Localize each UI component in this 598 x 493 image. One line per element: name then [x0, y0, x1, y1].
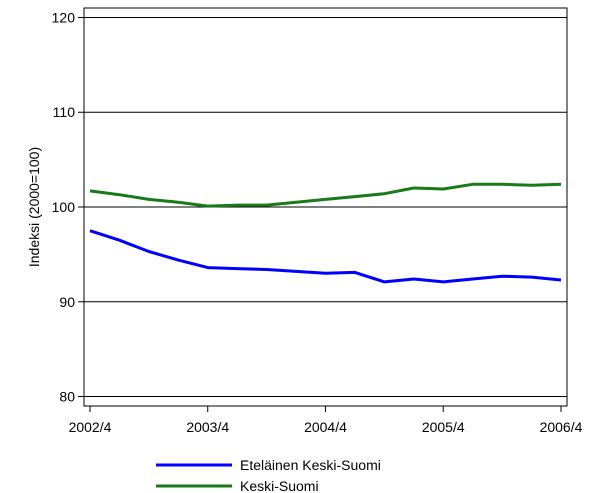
data-point [265, 204, 268, 207]
x-tick-label: 2004/4 [304, 419, 347, 435]
y-tick-label: 100 [52, 199, 76, 215]
data-point [89, 189, 92, 192]
data-point [383, 280, 386, 283]
data-point [177, 259, 180, 262]
data-point [353, 271, 356, 274]
data-point [412, 278, 415, 281]
data-point [324, 198, 327, 201]
x-tick-label: 2002/4 [69, 419, 112, 435]
data-point [265, 268, 268, 271]
data-point [530, 276, 533, 279]
data-point [501, 275, 504, 278]
y-axis-title: Indeksi (2000=100) [26, 147, 42, 267]
y-tick-label: 90 [59, 294, 75, 310]
data-point [560, 278, 563, 281]
data-point [295, 270, 298, 273]
series-line-2 [89, 182, 562, 208]
data-point [471, 278, 474, 281]
data-point [383, 192, 386, 195]
x-tick-label: 2005/4 [422, 419, 465, 435]
data-point [206, 266, 209, 269]
series-lines [89, 182, 563, 284]
legend: Eteläinen Keski-Suomi Keski-Suomi [156, 457, 381, 493]
data-point [353, 195, 356, 198]
data-point [560, 183, 563, 186]
data-point [89, 229, 92, 232]
series-line-1 [89, 229, 562, 284]
x-tick-label: 2003/4 [186, 419, 229, 435]
y-tick-label: 80 [59, 389, 75, 405]
data-point [295, 201, 298, 204]
data-point [236, 267, 239, 270]
data-point [501, 183, 504, 186]
data-point [147, 198, 150, 201]
data-point [236, 204, 239, 207]
data-point [530, 184, 533, 187]
data-point [324, 272, 327, 275]
gridlines [84, 16, 567, 398]
x-axis: 2002/4 2003/4 2004/4 2005/4 2006/4 [69, 406, 583, 435]
data-point [442, 280, 445, 283]
data-point [442, 187, 445, 190]
legend-label: Keski-Suomi [240, 478, 319, 493]
y-tick-label: 110 [53, 104, 76, 120]
data-point [177, 201, 180, 204]
data-point [118, 239, 121, 242]
data-point [206, 205, 209, 208]
y-tick-label: 120 [52, 9, 76, 25]
data-point [147, 250, 150, 253]
y-axis: 80 90 100 110 120 [52, 9, 84, 405]
data-point [412, 187, 415, 190]
legend-label: Eteläinen Keski-Suomi [240, 457, 381, 473]
x-tick-label: 2006/4 [540, 419, 583, 435]
data-point [118, 193, 121, 196]
data-point [471, 183, 474, 186]
